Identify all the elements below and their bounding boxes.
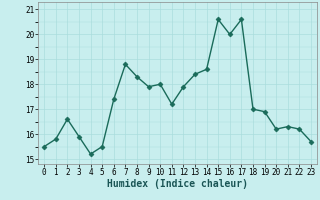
X-axis label: Humidex (Indice chaleur): Humidex (Indice chaleur) — [107, 179, 248, 189]
